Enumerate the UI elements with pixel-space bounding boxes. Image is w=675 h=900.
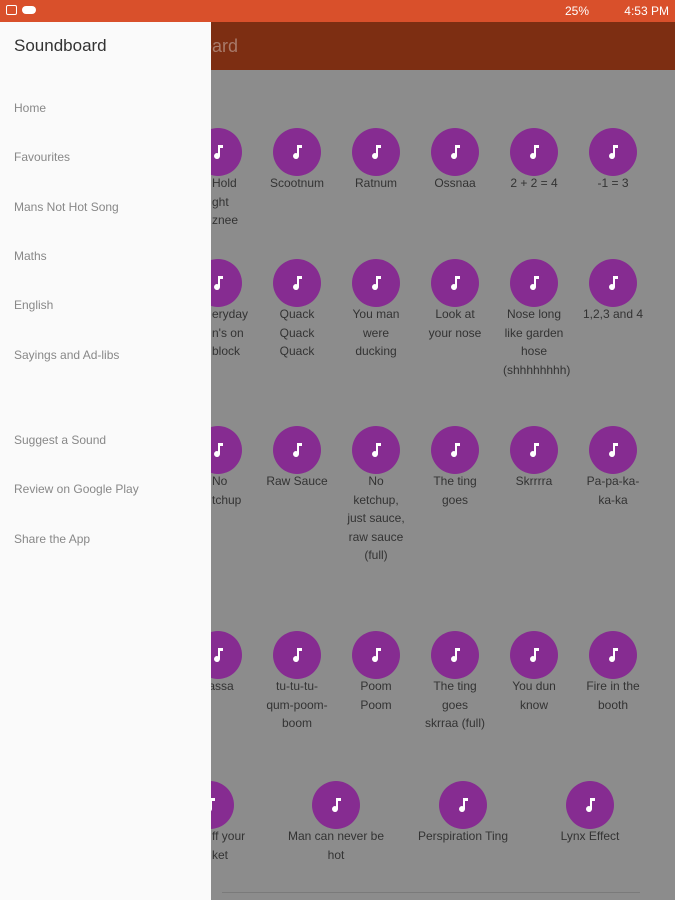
note-icon — [293, 443, 302, 458]
note-icon — [459, 798, 468, 813]
sound-button[interactable] — [352, 259, 400, 307]
note-icon — [372, 145, 381, 160]
note-icon — [530, 443, 539, 458]
sound-label: 2 + 2 = 4 — [510, 176, 558, 190]
time: 4:53 PM — [624, 4, 669, 18]
sound-label: ff your ket — [212, 829, 246, 862]
note-icon — [372, 443, 381, 458]
sound-label: -1 = 3 — [597, 176, 629, 190]
sound-label: Lynx Effect — [560, 829, 620, 843]
status-bar: 25% 4:53 PM — [0, 0, 675, 22]
note-icon — [530, 648, 539, 663]
note-icon — [530, 145, 539, 160]
note-icon — [451, 648, 460, 663]
sound-label: Perspiration Ting — [417, 829, 509, 843]
sound-button[interactable] — [510, 128, 558, 176]
drawer-item[interactable]: Suggest a Sound — [14, 433, 107, 447]
sound-label: Ossnaa — [434, 176, 476, 190]
drawer-item[interactable]: Share the App — [14, 531, 91, 546]
note-icon — [372, 648, 381, 663]
nav-drawer: Soundboard Home Favourites Mans Not Hot So… — [0, 22, 211, 900]
sound-label: Look at your nose — [428, 307, 482, 340]
sound-button[interactable] — [431, 631, 479, 679]
sound-button[interactable] — [431, 426, 479, 474]
sound-button[interactable] — [273, 631, 321, 679]
note-icon — [293, 145, 302, 160]
sound-button[interactable] — [589, 631, 637, 679]
status-icon — [6, 5, 17, 15]
sound-label: Quack Quack Quack — [279, 307, 315, 358]
sound-button[interactable] — [273, 259, 321, 307]
sound-label: Man can never be hot — [287, 829, 385, 862]
sound-button[interactable] — [589, 128, 637, 176]
sound-button[interactable] — [439, 781, 487, 829]
note-icon — [451, 443, 460, 458]
note-icon — [451, 145, 460, 160]
sound-label: tu-tu-tu-qum-poom-boom — [266, 679, 328, 730]
note-icon — [214, 648, 223, 663]
sound-button[interactable] — [431, 128, 479, 176]
sound-label: Scootnum — [269, 176, 325, 190]
sound-button[interactable] — [589, 426, 637, 474]
note-icon — [609, 145, 618, 160]
note-icon — [214, 145, 223, 160]
note-icon — [530, 276, 539, 291]
sound-button[interactable] — [510, 426, 558, 474]
sound-label: Raw Sauce — [266, 474, 328, 488]
sound-label: Skrrrra — [515, 474, 553, 488]
sound-button[interactable] — [352, 426, 400, 474]
status-icon — [22, 6, 36, 14]
drawer-title: Soundboard — [14, 36, 107, 55]
drawer-item[interactable]: Review on Google Play — [14, 482, 139, 497]
sound-label: Hold ght znee — [212, 176, 239, 227]
sound-label: Ratnum — [354, 176, 398, 190]
note-icon — [214, 443, 223, 458]
divider — [222, 892, 640, 893]
sound-button[interactable] — [566, 781, 614, 829]
sound-button[interactable] — [352, 128, 400, 176]
sound-label: eryday n's on block — [212, 307, 249, 358]
sound-button[interactable] — [352, 631, 400, 679]
note-icon — [609, 648, 618, 663]
sound-label: The ting goes — [433, 474, 477, 507]
battery: 25% — [564, 4, 589, 18]
sound-button[interactable] — [273, 426, 321, 474]
sound-button[interactable] — [312, 781, 360, 829]
sound-label: Fire in the booth — [586, 679, 640, 712]
note-icon — [609, 276, 618, 291]
note-icon — [293, 276, 302, 291]
sound-label: You man were ducking — [352, 307, 400, 358]
sound-label: No tchup — [212, 474, 242, 507]
drawer-item[interactable]: English — [14, 298, 54, 313]
drawer-item[interactable]: Sayings and Ad-libs — [14, 347, 120, 362]
note-icon — [293, 648, 302, 663]
sound-label: 1,2,3 and 4 — [582, 307, 644, 321]
drawer-item[interactable]: Maths — [14, 248, 47, 263]
drawer-item[interactable]: Favourites — [14, 150, 71, 165]
sound-label: You dun know — [512, 679, 556, 712]
sound-label: Nose long like garden hose (shhhhhhhh) — [503, 307, 571, 377]
note-icon — [609, 443, 618, 458]
sound-label: Pa-pa-ka-ka-ka — [586, 474, 640, 507]
note-icon — [214, 276, 223, 291]
sound-label: The ting goes skrraa (full) — [424, 679, 485, 730]
sound-button[interactable] — [589, 259, 637, 307]
sound-label: Poom Poom — [360, 679, 392, 712]
sound-button[interactable] — [431, 259, 479, 307]
note-icon — [372, 276, 381, 291]
sound-button[interactable] — [510, 259, 558, 307]
note-icon — [451, 276, 460, 291]
sound-button[interactable] — [273, 128, 321, 176]
drawer-item[interactable]: Home — [14, 101, 47, 115]
note-icon — [586, 798, 595, 813]
sound-label: No ketchup, just sauce, raw sauce (full) — [347, 474, 405, 562]
drawer-item[interactable]: Mans Not Hot Song — [14, 199, 119, 214]
note-icon — [332, 798, 341, 813]
sound-button[interactable] — [510, 631, 558, 679]
